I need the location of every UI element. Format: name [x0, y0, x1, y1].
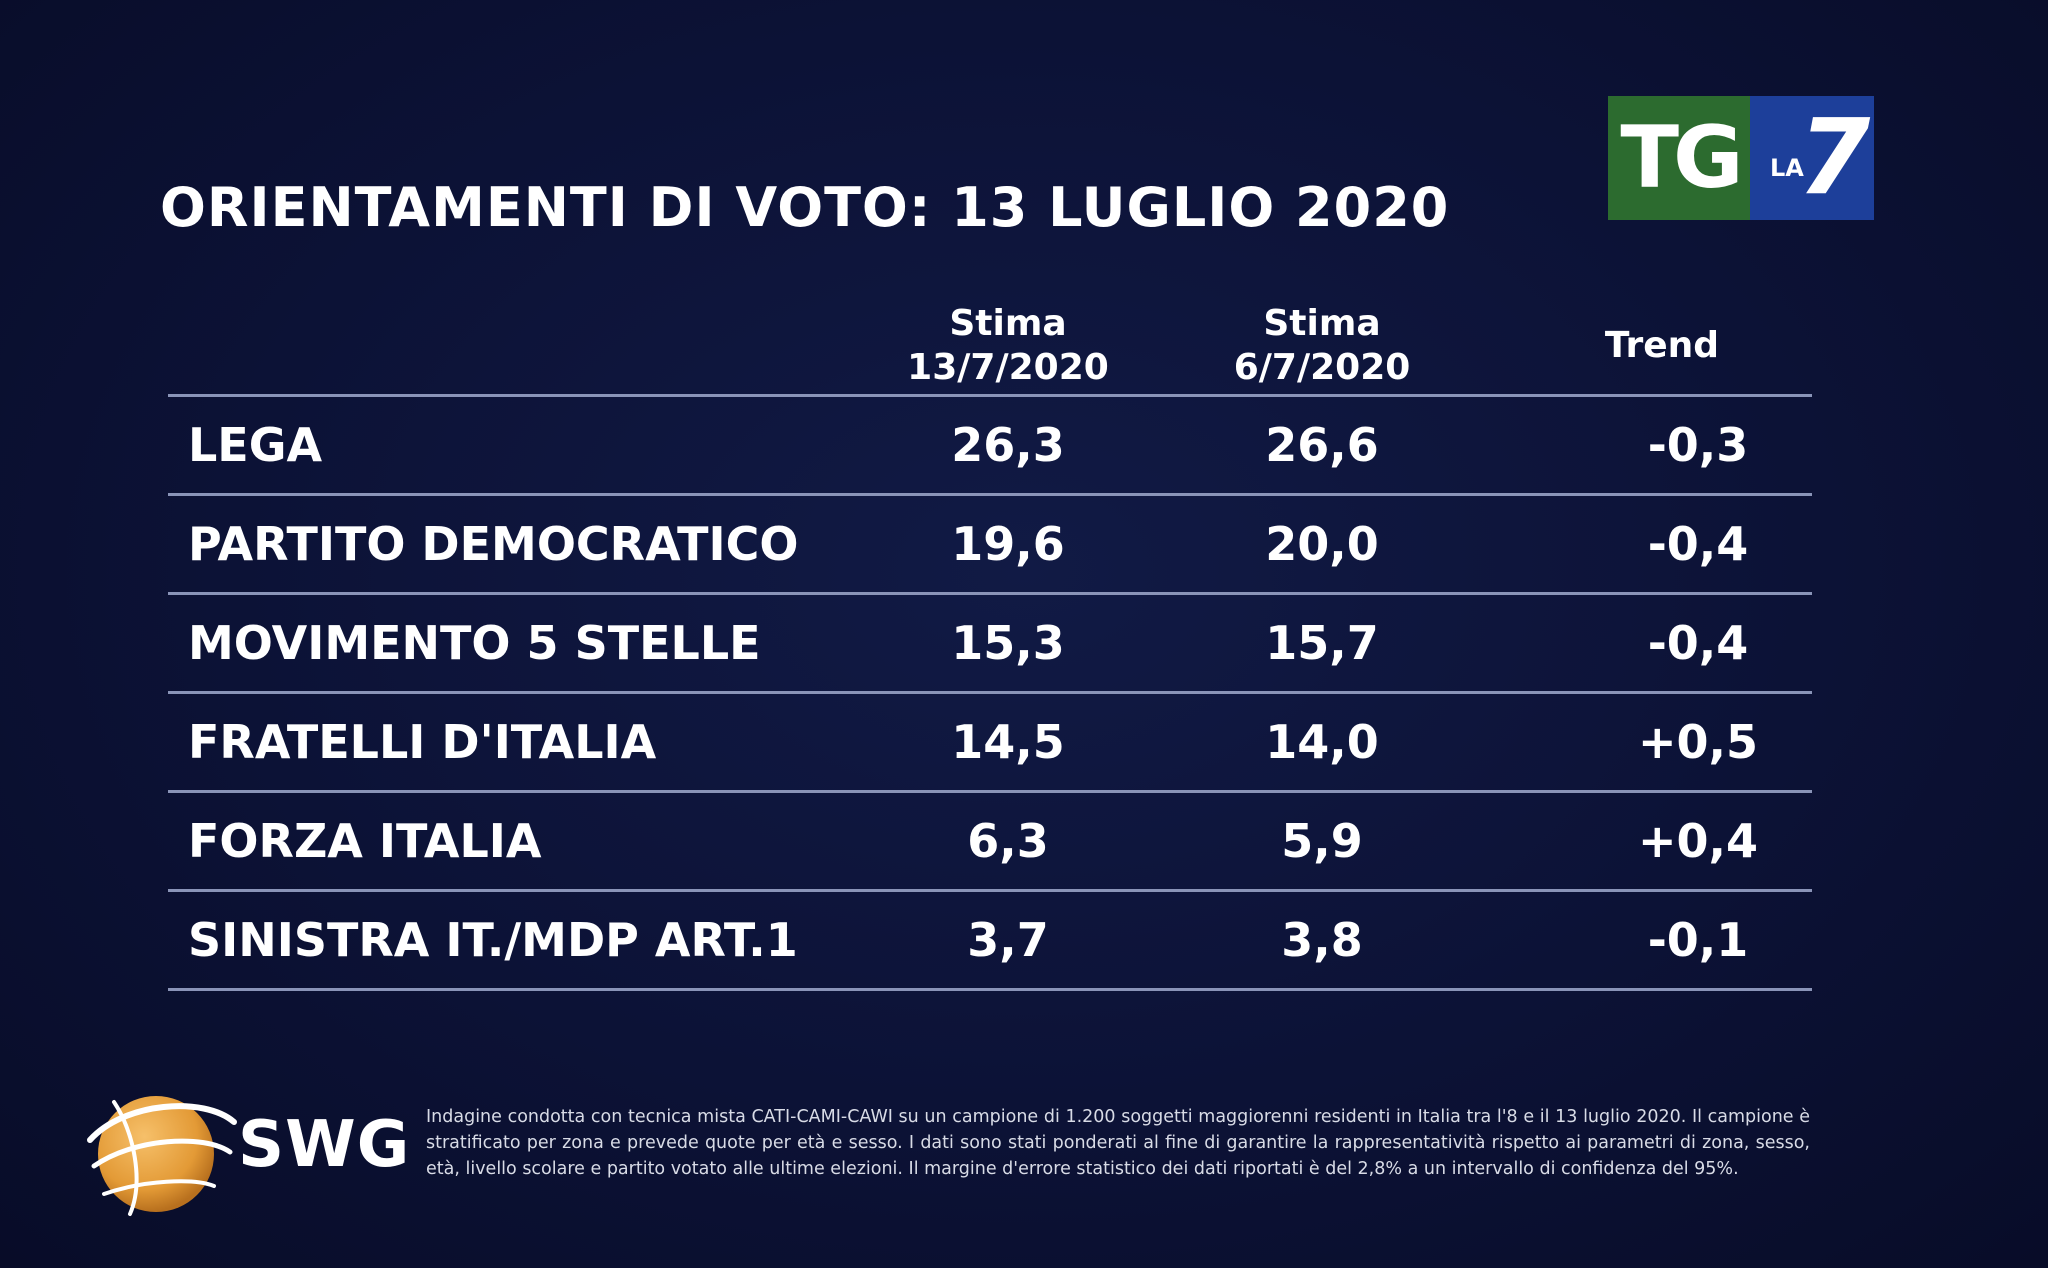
stima-13-7-value: 19,6 [951, 517, 1065, 571]
party-name: LEGA [188, 418, 323, 472]
stima-6-7-value: 5,9 [1281, 814, 1363, 868]
swg-brand-text: SWG [238, 1108, 411, 1182]
trend-value: +0,5 [1637, 715, 1759, 769]
party-name: SINISTRA IT./MDP ART.1 [188, 913, 798, 967]
table-header: Stima 13/7/2020 Stima 6/7/2020 Trend [168, 296, 1812, 397]
stima-13-7-value: 26,3 [951, 418, 1065, 472]
la-logo-text: LA [1770, 154, 1804, 182]
stima-13-7-value: 14,5 [951, 715, 1065, 769]
header-stima-13-7: Stima 13/7/2020 [868, 302, 1148, 390]
trend-value: -0,1 [1647, 913, 1749, 967]
header-line: Stima [1263, 303, 1381, 344]
header-line: 13/7/2020 [907, 347, 1109, 388]
header-line: Stima [949, 303, 1067, 344]
table-row: LEGA 26,3 26,6 -0,3 [168, 397, 1812, 496]
stima-13-7-value: 6,3 [967, 814, 1049, 868]
stima-6-7-value: 20,0 [1265, 517, 1379, 571]
trend-value: -0,3 [1647, 418, 1749, 472]
tg-la7-logo: TG LA 7 [1608, 96, 1874, 220]
la7-logo-block: LA 7 [1750, 96, 1874, 220]
header-stima-6-7: Stima 6/7/2020 [1182, 302, 1462, 390]
swg-globe-icon [87, 1096, 237, 1216]
table-row: PARTITO DEMOCRATICO 19,6 20,0 -0,4 [168, 496, 1812, 595]
trend-value: -0,4 [1647, 517, 1749, 571]
table-row: FORZA ITALIA 6,3 5,9 +0,4 [168, 793, 1812, 892]
trend-value: -0,4 [1647, 616, 1749, 670]
stima-6-7-value: 14,0 [1265, 715, 1379, 769]
seven-logo-text: 7 [1798, 96, 1871, 218]
chart-title: ORIENTAMENTI DI VOTO: 13 LUGLIO 2020 [160, 176, 1450, 239]
header-trend: Trend [1604, 325, 1720, 366]
party-name: MOVIMENTO 5 STELLE [188, 616, 761, 670]
table-row: SINISTRA IT./MDP ART.1 3,7 3,8 -0,1 [168, 892, 1812, 991]
stima-13-7-value: 15,3 [951, 616, 1065, 670]
stima-6-7-value: 15,7 [1265, 616, 1379, 670]
table-row: FRATELLI D'ITALIA 14,5 14,0 +0,5 [168, 694, 1812, 793]
tg-logo-block: TG [1608, 96, 1750, 220]
stima-6-7-value: 26,6 [1265, 418, 1379, 472]
stima-13-7-value: 3,7 [967, 913, 1049, 967]
party-name: PARTITO DEMOCRATICO [188, 517, 799, 571]
party-name: FRATELLI D'ITALIA [188, 715, 657, 769]
tg-logo-text: TG [1620, 108, 1743, 208]
trend-value: +0,4 [1637, 814, 1759, 868]
methodology-footnote: Indagine condotta con tecnica mista CATI… [426, 1107, 1810, 1179]
stima-6-7-value: 3,8 [1281, 913, 1363, 967]
poll-table: Stima 13/7/2020 Stima 6/7/2020 Trend LEG… [168, 296, 1812, 991]
header-line: 6/7/2020 [1233, 347, 1411, 388]
party-name: FORZA ITALIA [188, 814, 542, 868]
table-row: MOVIMENTO 5 STELLE 15,3 15,7 -0,4 [168, 595, 1812, 694]
